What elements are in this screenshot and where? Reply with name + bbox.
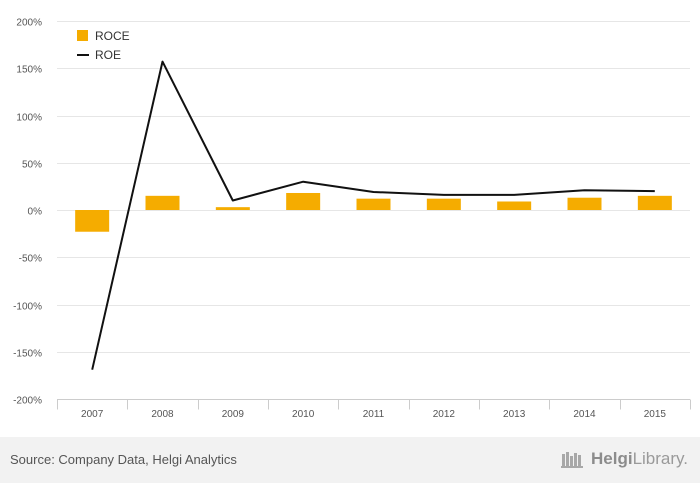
y-tick-label: -100% bbox=[13, 302, 42, 313]
y-axis-labels: 200% 150% 100% 50% 0% -50% -100% -150% -200% bbox=[13, 18, 42, 407]
roce-bar bbox=[356, 198, 391, 210]
y-tick-label: -150% bbox=[13, 349, 42, 360]
roce-bar bbox=[145, 195, 180, 210]
gridlines bbox=[57, 21, 690, 353]
legend-roce-swatch bbox=[77, 30, 88, 41]
x-axis-labels: 2007 2008 2009 2010 2011 2012 2013 2014 2015 bbox=[81, 409, 666, 420]
x-tick-label: 2015 bbox=[644, 409, 667, 420]
roe-line bbox=[91, 60, 655, 370]
brand-prefix: Helgi bbox=[591, 449, 633, 468]
x-tick-label: 2009 bbox=[222, 409, 245, 420]
y-tick-label: -200% bbox=[13, 396, 42, 407]
roce-bar bbox=[75, 210, 110, 232]
helgi-library-logo: HelgiLibrary. bbox=[561, 449, 688, 469]
y-tick-label: 150% bbox=[16, 65, 42, 76]
roce-bar bbox=[567, 197, 602, 210]
x-axis bbox=[57, 399, 691, 410]
roce-bar bbox=[426, 198, 461, 210]
y-tick-label: 0% bbox=[28, 207, 43, 218]
legend-roe-label: ROE bbox=[95, 48, 121, 62]
legend-roce-label: ROCE bbox=[95, 29, 130, 43]
x-tick-label: 2008 bbox=[151, 409, 174, 420]
roce-bar bbox=[215, 207, 250, 210]
roce-bars bbox=[75, 192, 672, 232]
y-tick-label: -50% bbox=[19, 254, 42, 265]
x-tick-label: 2014 bbox=[573, 409, 596, 420]
roce-bar bbox=[637, 195, 672, 210]
source-note: Source: Company Data, Helgi Analytics bbox=[10, 452, 237, 467]
footer bbox=[0, 437, 700, 483]
x-tick-label: 2007 bbox=[81, 409, 104, 420]
roce-bar bbox=[286, 192, 321, 210]
chart: 200% 150% 100% 50% 0% -50% -100% -150% -200% 200… bbox=[13, 18, 691, 420]
x-tick-label: 2013 bbox=[503, 409, 526, 420]
y-tick-label: 50% bbox=[22, 160, 42, 171]
x-tick-label: 2011 bbox=[363, 409, 385, 420]
y-tick-label: 200% bbox=[16, 18, 42, 29]
roce-bar bbox=[497, 201, 532, 210]
bookshelf-icon bbox=[561, 452, 583, 468]
legend: ROCE ROE bbox=[77, 29, 130, 62]
y-tick-label: 100% bbox=[16, 113, 42, 124]
brand-suffix: Library. bbox=[632, 449, 688, 468]
roe-line-layer bbox=[91, 60, 655, 370]
x-tick-label: 2010 bbox=[292, 409, 315, 420]
x-tick-label: 2012 bbox=[433, 409, 456, 420]
